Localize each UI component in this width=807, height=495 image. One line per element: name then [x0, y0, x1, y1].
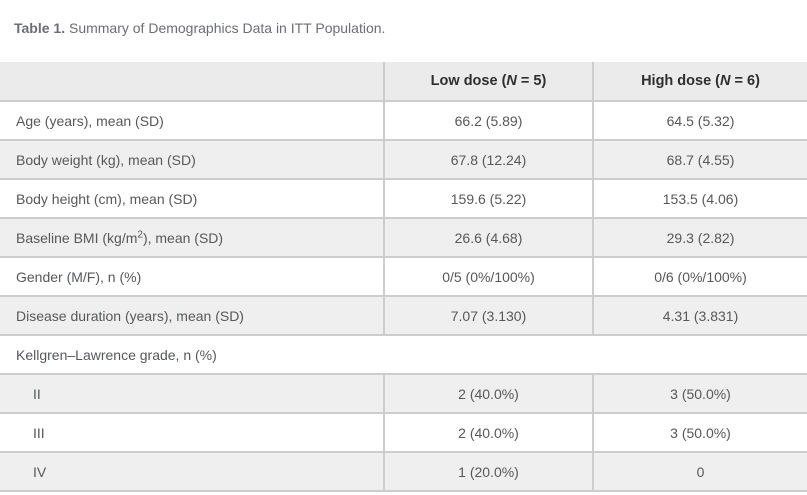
table-row-grade-iv: IV 1 (20.0%) 0 — [0, 452, 807, 492]
table-row-age: Age (years), mean (SD) 66.2 (5.89) 64.5 … — [0, 101, 807, 141]
header-low-dose: Low dose (N = 5) — [383, 62, 593, 102]
n-italic: N — [506, 73, 517, 89]
high-dose-cell: 153.5 (4.06) — [592, 179, 807, 219]
table-row-body-height: Body height (cm), mean (SD) 159.6 (5.22)… — [0, 179, 807, 219]
row-label-cell: Baseline BMI (kg/m2), mean (SD) — [0, 218, 384, 258]
header-row: Low dose (N = 5) High dose (N = 6) — [0, 62, 807, 102]
high-dose-cell: 29.3 (2.82) — [592, 218, 807, 258]
low-dose-cell: 0/5 (0%/100%) — [383, 257, 593, 297]
low-dose-cell: 66.2 (5.89) — [383, 101, 593, 141]
high-dose-cell: 4.31 (3.831) — [592, 296, 807, 336]
row-label-cell: IV — [0, 452, 384, 492]
high-dose-cell: 0/6 (0%/100%) — [592, 257, 807, 297]
table-caption-label: Table 1. — [14, 20, 66, 36]
high-dose-cell: 64.5 (5.32) — [592, 101, 807, 141]
header-empty-cell — [0, 62, 384, 102]
row-label-cell: Disease duration (years), mean (SD) — [0, 296, 384, 336]
n-italic: N — [720, 73, 731, 89]
table-row-grade-iii: III 2 (40.0%) 3 (50.0%) — [0, 413, 807, 453]
high-dose-cell: 3 (50.0%) — [592, 374, 807, 414]
table-caption-text: Summary of Demographics Data in ITT Popu… — [65, 20, 386, 36]
low-dose-cell: 1 (20.0%) — [383, 452, 593, 492]
table-row-gender: Gender (M/F), n (%) 0/5 (0%/100%) 0/6 (0… — [0, 257, 807, 297]
demographics-table: Low dose (N = 5) High dose (N = 6) Age (… — [0, 62, 807, 492]
low-dose-cell: 7.07 (3.130) — [383, 296, 593, 336]
row-label-cell: Body weight (kg), mean (SD) — [0, 140, 384, 180]
table-row-grade-ii: II 2 (40.0%) 3 (50.0%) — [0, 374, 807, 414]
low-dose-cell: 26.6 (4.68) — [383, 218, 593, 258]
high-dose-cell: 0 — [592, 452, 807, 492]
table-row-body-weight: Body weight (kg), mean (SD) 67.8 (12.24)… — [0, 140, 807, 180]
low-dose-cell: 159.6 (5.22) — [383, 179, 593, 219]
row-label-cell: Body height (cm), mean (SD) — [0, 179, 384, 219]
table-row-disease-duration: Disease duration (years), mean (SD) 7.07… — [0, 296, 807, 336]
section-label-cell: Kellgren–Lawrence grade, n (%) — [0, 335, 807, 375]
low-dose-cell: 2 (40.0%) — [383, 413, 593, 453]
table-caption: Table 1. Summary of Demographics Data in… — [0, 0, 807, 62]
table-row-baseline-bmi: Baseline BMI (kg/m2), mean (SD) 26.6 (4.… — [0, 218, 807, 258]
low-dose-cell: 2 (40.0%) — [383, 374, 593, 414]
row-label-cell: Gender (M/F), n (%) — [0, 257, 384, 297]
row-label-cell: Age (years), mean (SD) — [0, 101, 384, 141]
high-dose-cell: 68.7 (4.55) — [592, 140, 807, 180]
table-row-kellgren-lawrence: Kellgren–Lawrence grade, n (%) — [0, 335, 807, 375]
low-dose-cell: 67.8 (12.24) — [383, 140, 593, 180]
header-high-dose: High dose (N = 6) — [592, 62, 807, 102]
superscript-2: 2 — [137, 228, 143, 240]
row-label-cell: II — [0, 374, 384, 414]
high-dose-cell: 3 (50.0%) — [592, 413, 807, 453]
row-label-cell: III — [0, 413, 384, 453]
